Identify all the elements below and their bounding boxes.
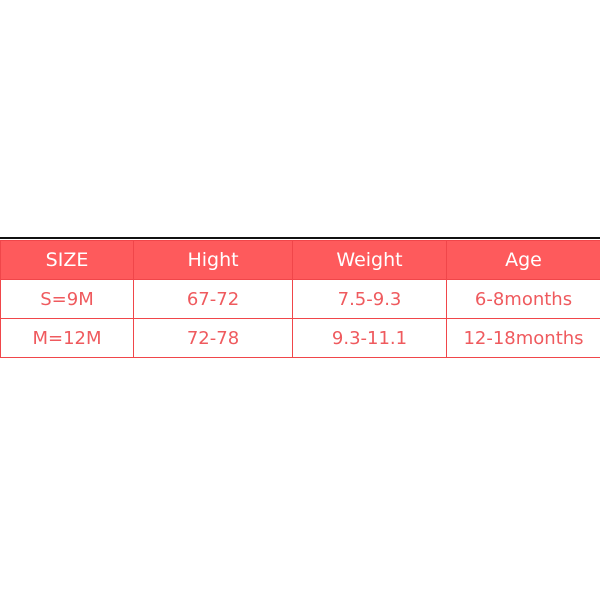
header-weight: Weight bbox=[292, 240, 447, 280]
size-chart-table: SIZE Hight Weight Age S=9M 67-72 7.5-9.3… bbox=[0, 240, 600, 358]
cell-height: 72-78 bbox=[133, 318, 293, 358]
table-row: S=9M 67-72 7.5-9.3 6-8months bbox=[0, 279, 600, 319]
cell-weight: 7.5-9.3 bbox=[292, 279, 447, 319]
cell-age: 12-18months bbox=[446, 318, 600, 358]
cell-size: M=12M bbox=[0, 318, 134, 358]
cell-age: 6-8months bbox=[446, 279, 600, 319]
table-row: M=12M 72-78 9.3-11.1 12-18months bbox=[0, 318, 600, 358]
top-divider bbox=[0, 237, 600, 239]
cell-size: S=9M bbox=[0, 279, 134, 319]
header-size: SIZE bbox=[0, 240, 134, 280]
cell-height: 67-72 bbox=[133, 279, 293, 319]
header-age: Age bbox=[446, 240, 600, 280]
cell-weight: 9.3-11.1 bbox=[292, 318, 447, 358]
header-height: Hight bbox=[133, 240, 293, 280]
header-row: SIZE Hight Weight Age bbox=[0, 240, 600, 280]
